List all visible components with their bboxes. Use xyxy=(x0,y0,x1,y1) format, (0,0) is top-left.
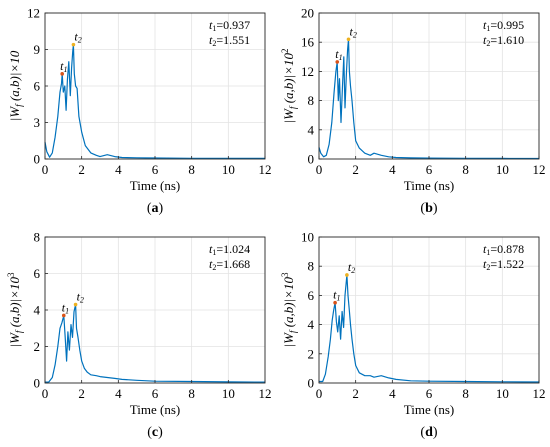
y-tick-label: 4 xyxy=(308,122,315,137)
chart-panel-3: 0 2 4 6 8 10 12 0 2 4 6 8 Time (ns) |Wf (a,b)|×103 t1 t… xyxy=(6,230,272,441)
x-axis-label: Time (ns) xyxy=(130,178,180,193)
marker-t1 xyxy=(335,60,340,64)
x-tick-label: 12 xyxy=(533,162,546,177)
marker-label-t1: t1 xyxy=(335,47,342,62)
y-tick-label: 10 xyxy=(301,230,314,245)
x-tick-label: 8 xyxy=(188,162,195,177)
y-tick-label: 3 xyxy=(34,115,41,130)
marker-label-t1: t1 xyxy=(333,288,340,303)
y-tick-label: 8 xyxy=(308,93,315,108)
panel-label: (a) xyxy=(147,201,164,216)
panel-label: (c) xyxy=(147,425,163,440)
y-tick-label: 16 xyxy=(301,35,315,50)
x-tick-label: 0 xyxy=(316,386,323,401)
x-tick-label: 10 xyxy=(222,386,235,401)
x-tick-label: 2 xyxy=(78,386,85,401)
y-axis-label: |Wf (a,b)|×103 xyxy=(280,272,298,347)
x-tick-label: 12 xyxy=(259,162,272,177)
y-tick-label: 6 xyxy=(34,79,41,94)
x-axis-label: Time (ns) xyxy=(130,402,180,417)
x-tick-label: 12 xyxy=(533,386,546,401)
marker-t2 xyxy=(346,37,351,42)
marker-t2 xyxy=(73,302,78,307)
x-tick-label: 0 xyxy=(316,162,323,177)
y-tick-label: 4 xyxy=(308,317,315,332)
y-tick-label: 2 xyxy=(34,339,41,354)
y-tick-label: 4 xyxy=(34,303,41,318)
chart-panel-4: 0 2 4 6 8 10 12 0 2 4 6 8 10 Time (ns) |Wf (a,b)|×103 t… xyxy=(280,230,546,441)
marker-t1 xyxy=(333,300,337,305)
x-tick-label: 4 xyxy=(115,386,122,401)
series-line xyxy=(319,274,540,383)
x-tick-label: 8 xyxy=(188,386,195,401)
annotation-text: t2=1.551 xyxy=(209,33,250,48)
y-tick-label: 0 xyxy=(34,152,41,167)
x-tick-label: 2 xyxy=(352,386,359,401)
marker-label-t2: t2 xyxy=(74,30,81,45)
annotation-text: t2=1.522 xyxy=(483,257,524,272)
annotation-text: t1=0.995 xyxy=(483,18,524,33)
panel-label: (d) xyxy=(420,425,437,440)
annotation-text: t2=1.610 xyxy=(483,33,524,48)
marker-label-t1: t1 xyxy=(60,59,67,74)
x-tick-label: 2 xyxy=(78,162,85,177)
series-line xyxy=(45,303,266,383)
y-axis-label: |Wf (a,b)|×102 xyxy=(280,49,298,124)
y-tick-label: 6 xyxy=(308,288,315,303)
marker-label-t1: t1 xyxy=(62,300,69,315)
x-tick-label: 2 xyxy=(352,162,359,177)
x-tick-label: 12 xyxy=(259,386,272,401)
marker-t1 xyxy=(60,72,64,76)
x-tick-label: 4 xyxy=(389,386,396,401)
y-tick-label: 0 xyxy=(34,376,41,391)
marker-label-t2: t2 xyxy=(350,24,357,39)
x-tick-label: 10 xyxy=(496,386,509,401)
y-tick-label: 0 xyxy=(308,376,315,391)
annotation-text: t1=1.024 xyxy=(209,242,250,257)
marker-t1 xyxy=(61,313,66,318)
annotation-text: t1=0.937 xyxy=(209,18,250,33)
x-tick-label: 6 xyxy=(426,162,433,177)
y-tick-label: 20 xyxy=(301,6,314,21)
x-tick-label: 0 xyxy=(42,386,49,401)
chart-panel-1: 0 2 4 6 8 10 12 0 3 6 9 12 Time (ns) |Wf (a,b)|×10 t1 t… xyxy=(7,6,272,217)
panel-label: (b) xyxy=(420,201,437,216)
x-axis-label: Time (ns) xyxy=(404,402,454,417)
y-axis-label: |Wf (a,b)|×103 xyxy=(6,272,24,347)
x-tick-label: 8 xyxy=(462,386,469,401)
x-tick-label: 6 xyxy=(152,162,159,177)
x-tick-label: 6 xyxy=(426,386,433,401)
y-tick-label: 12 xyxy=(301,64,314,79)
marker-t2 xyxy=(71,42,76,47)
marker-label-t2: t2 xyxy=(77,290,84,305)
y-tick-label: 6 xyxy=(34,266,41,281)
annotation-text: t1=0.878 xyxy=(483,242,524,257)
annotation-text: t2=1.668 xyxy=(209,257,250,272)
marker-label-t2: t2 xyxy=(348,260,355,275)
y-tick-label: 8 xyxy=(308,259,315,274)
marker-t2 xyxy=(345,273,349,277)
chart-panel-2: 0 2 4 6 8 10 12 0 4 8 12 16 20 Time (ns) |Wf (a,b)|×10… xyxy=(280,6,546,217)
x-tick-label: 10 xyxy=(496,162,509,177)
x-tick-label: 4 xyxy=(115,162,122,177)
x-axis-label: Time (ns) xyxy=(404,178,454,193)
x-tick-label: 0 xyxy=(42,162,49,177)
y-tick-label: 0 xyxy=(308,152,315,167)
y-tick-label: 12 xyxy=(27,6,40,21)
y-axis-label: |Wf (a,b)|×10 xyxy=(7,50,24,121)
x-tick-label: 10 xyxy=(222,162,235,177)
x-tick-label: 4 xyxy=(389,162,396,177)
x-tick-label: 8 xyxy=(462,162,469,177)
x-tick-label: 6 xyxy=(152,386,159,401)
y-tick-label: 2 xyxy=(308,346,315,361)
y-tick-label: 9 xyxy=(34,42,41,57)
y-tick-label: 8 xyxy=(34,230,41,245)
